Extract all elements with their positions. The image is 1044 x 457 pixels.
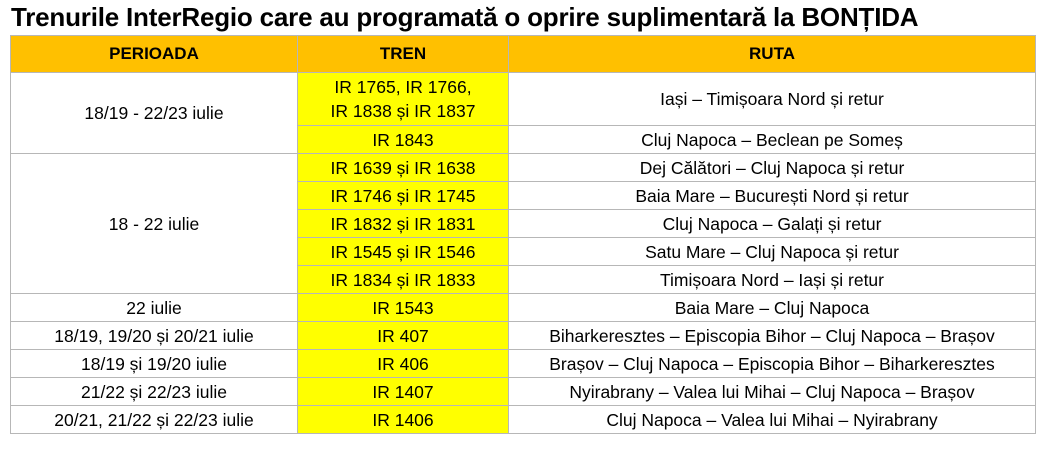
table-header-row: PERIOADA TREN RUTA (10, 35, 1036, 73)
cell-tren: IR 1843 (297, 125, 509, 154)
cell-ruta: Timișoara Nord – Iași și retur (508, 265, 1036, 294)
cell-perioada: 20/21, 21/22 și 22/23 iulie (10, 405, 298, 434)
table-row: IR 1545 și IR 1546 Satu Mare – Cluj Napoc… (11, 237, 1036, 266)
cell-tren: IR 1639 și IR 1638 (297, 153, 509, 182)
table-row: IR 1834 și IR 1833 Timișoara Nord – Iași … (11, 265, 1036, 294)
tren-line: IR 1406 (372, 409, 434, 430)
cell-perioada: 21/22 și 22/23 iulie (10, 377, 298, 406)
tren-line: IR 1834 și IR 1833 (330, 269, 476, 290)
table-row: 21/22 și 22/23 iulie IR 1407 Nyirabrany – … (10, 377, 1036, 406)
tren-line: IR 1407 (372, 381, 434, 402)
cell-perioada: 18/19, 19/20 și 20/21 iulie (10, 321, 298, 350)
cell-tren: IR 1407 (297, 377, 509, 406)
cell-ruta: Baia Mare – București Nord și retur (508, 181, 1036, 210)
cell-ruta: Iași – Timișoara Nord și retur (508, 72, 1036, 126)
trains-table: PERIOADA TREN RUTA 18/19 - 22/23 iulie IR… (10, 35, 1036, 434)
cell-ruta: Satu Mare – Cluj Napoca și retur (508, 237, 1036, 266)
tren-line: IR 1543 (372, 297, 434, 318)
cell-tren: IR 1406 (297, 405, 509, 434)
cell-perioada: 18/19 - 22/23 iulie (10, 72, 298, 154)
tren-line: IR 1639 și IR 1638 (330, 157, 476, 178)
tren-line: IR 1765, IR 1766, (334, 77, 472, 97)
cell-ruta: Cluj Napoca – Galați și retur (508, 209, 1036, 238)
cell-ruta: Cluj Napoca – Valea lui Mihai – Nyirabra… (508, 405, 1036, 434)
cell-ruta: Biharkeresztes – Episcopia Bihor – Cluj … (508, 321, 1036, 350)
table-row: 18/19 și 19/20 iulie IR 406 Brașov – Cluj … (10, 349, 1036, 378)
column-header-tren: TREN (297, 35, 509, 73)
cell-tren: IR 1746 și IR 1745 (297, 181, 509, 210)
cell-perioada: 18/19 și 19/20 iulie (10, 349, 298, 378)
tren-line: IR 1746 și IR 1745 (330, 185, 476, 206)
cell-ruta: Baia Mare – Cluj Napoca (508, 293, 1036, 322)
cell-ruta: Dej Călători – Cluj Napoca și retur (508, 153, 1036, 182)
cell-perioada: 18 - 22 iulie (10, 153, 298, 294)
tren-line: IR 1832 și IR 1831 (330, 213, 476, 234)
tren-line: IR 1838 și IR 1837 (330, 101, 476, 121)
table-row: 18/19 - 22/23 iulie IR 1765, IR 1766, IR 1… (10, 72, 1036, 154)
cell-tren: IR 1543 (297, 293, 509, 322)
cell-tren: IR 406 (297, 349, 509, 378)
cell-ruta: Brașov – Cluj Napoca – Episcopia Bihor –… (508, 349, 1036, 378)
tren-line: IR 1843 (372, 129, 434, 150)
cell-perioada: 22 iulie (10, 293, 298, 322)
cell-ruta: Nyirabrany – Valea lui Mihai – Cluj Napo… (508, 377, 1036, 406)
table-row: IR 1843 Cluj Napoca – Beclean pe Someș (11, 125, 1036, 154)
cell-tren: IR 407 (297, 321, 509, 350)
table-row: IR 1832 și IR 1831 Cluj Napoca – Galați ș… (11, 209, 1036, 238)
tren-line: IR 1545 și IR 1546 (330, 241, 476, 262)
column-header-ruta: RUTA (508, 35, 1036, 73)
table-row: 22 iulie IR 1543 Baia Mare – Cluj Napoca (10, 293, 1036, 322)
tren-line: IR 406 (377, 353, 429, 374)
cell-tren: IR 1832 și IR 1831 (297, 209, 509, 238)
table-body: 18/19 - 22/23 iulie IR 1765, IR 1766, IR 1… (10, 72, 1036, 434)
cell-tren: IR 1545 și IR 1546 (297, 237, 509, 266)
table-row: 20/21, 21/22 și 22/23 iulie IR 1406 Cluj N… (10, 405, 1036, 434)
cell-tren: IR 1765, IR 1766, IR 1838 și IR 1837 (297, 72, 509, 126)
table-row: 18/19, 19/20 și 20/21 iulie IR 407 Biharke… (10, 321, 1036, 350)
table-row: IR 1746 și IR 1745 Baia Mare – București … (11, 181, 1036, 210)
cell-ruta: Cluj Napoca – Beclean pe Someș (508, 125, 1036, 154)
page-title: Trenurile InterRegio care au programată … (11, 2, 919, 32)
table-row: 18 - 22 iulie IR 1639 și IR 1638 Dej Călăt… (10, 153, 1036, 294)
cell-tren: IR 1834 și IR 1833 (297, 265, 509, 294)
tren-line: IR 407 (377, 325, 429, 346)
column-header-perioada: PERIOADA (10, 35, 298, 73)
